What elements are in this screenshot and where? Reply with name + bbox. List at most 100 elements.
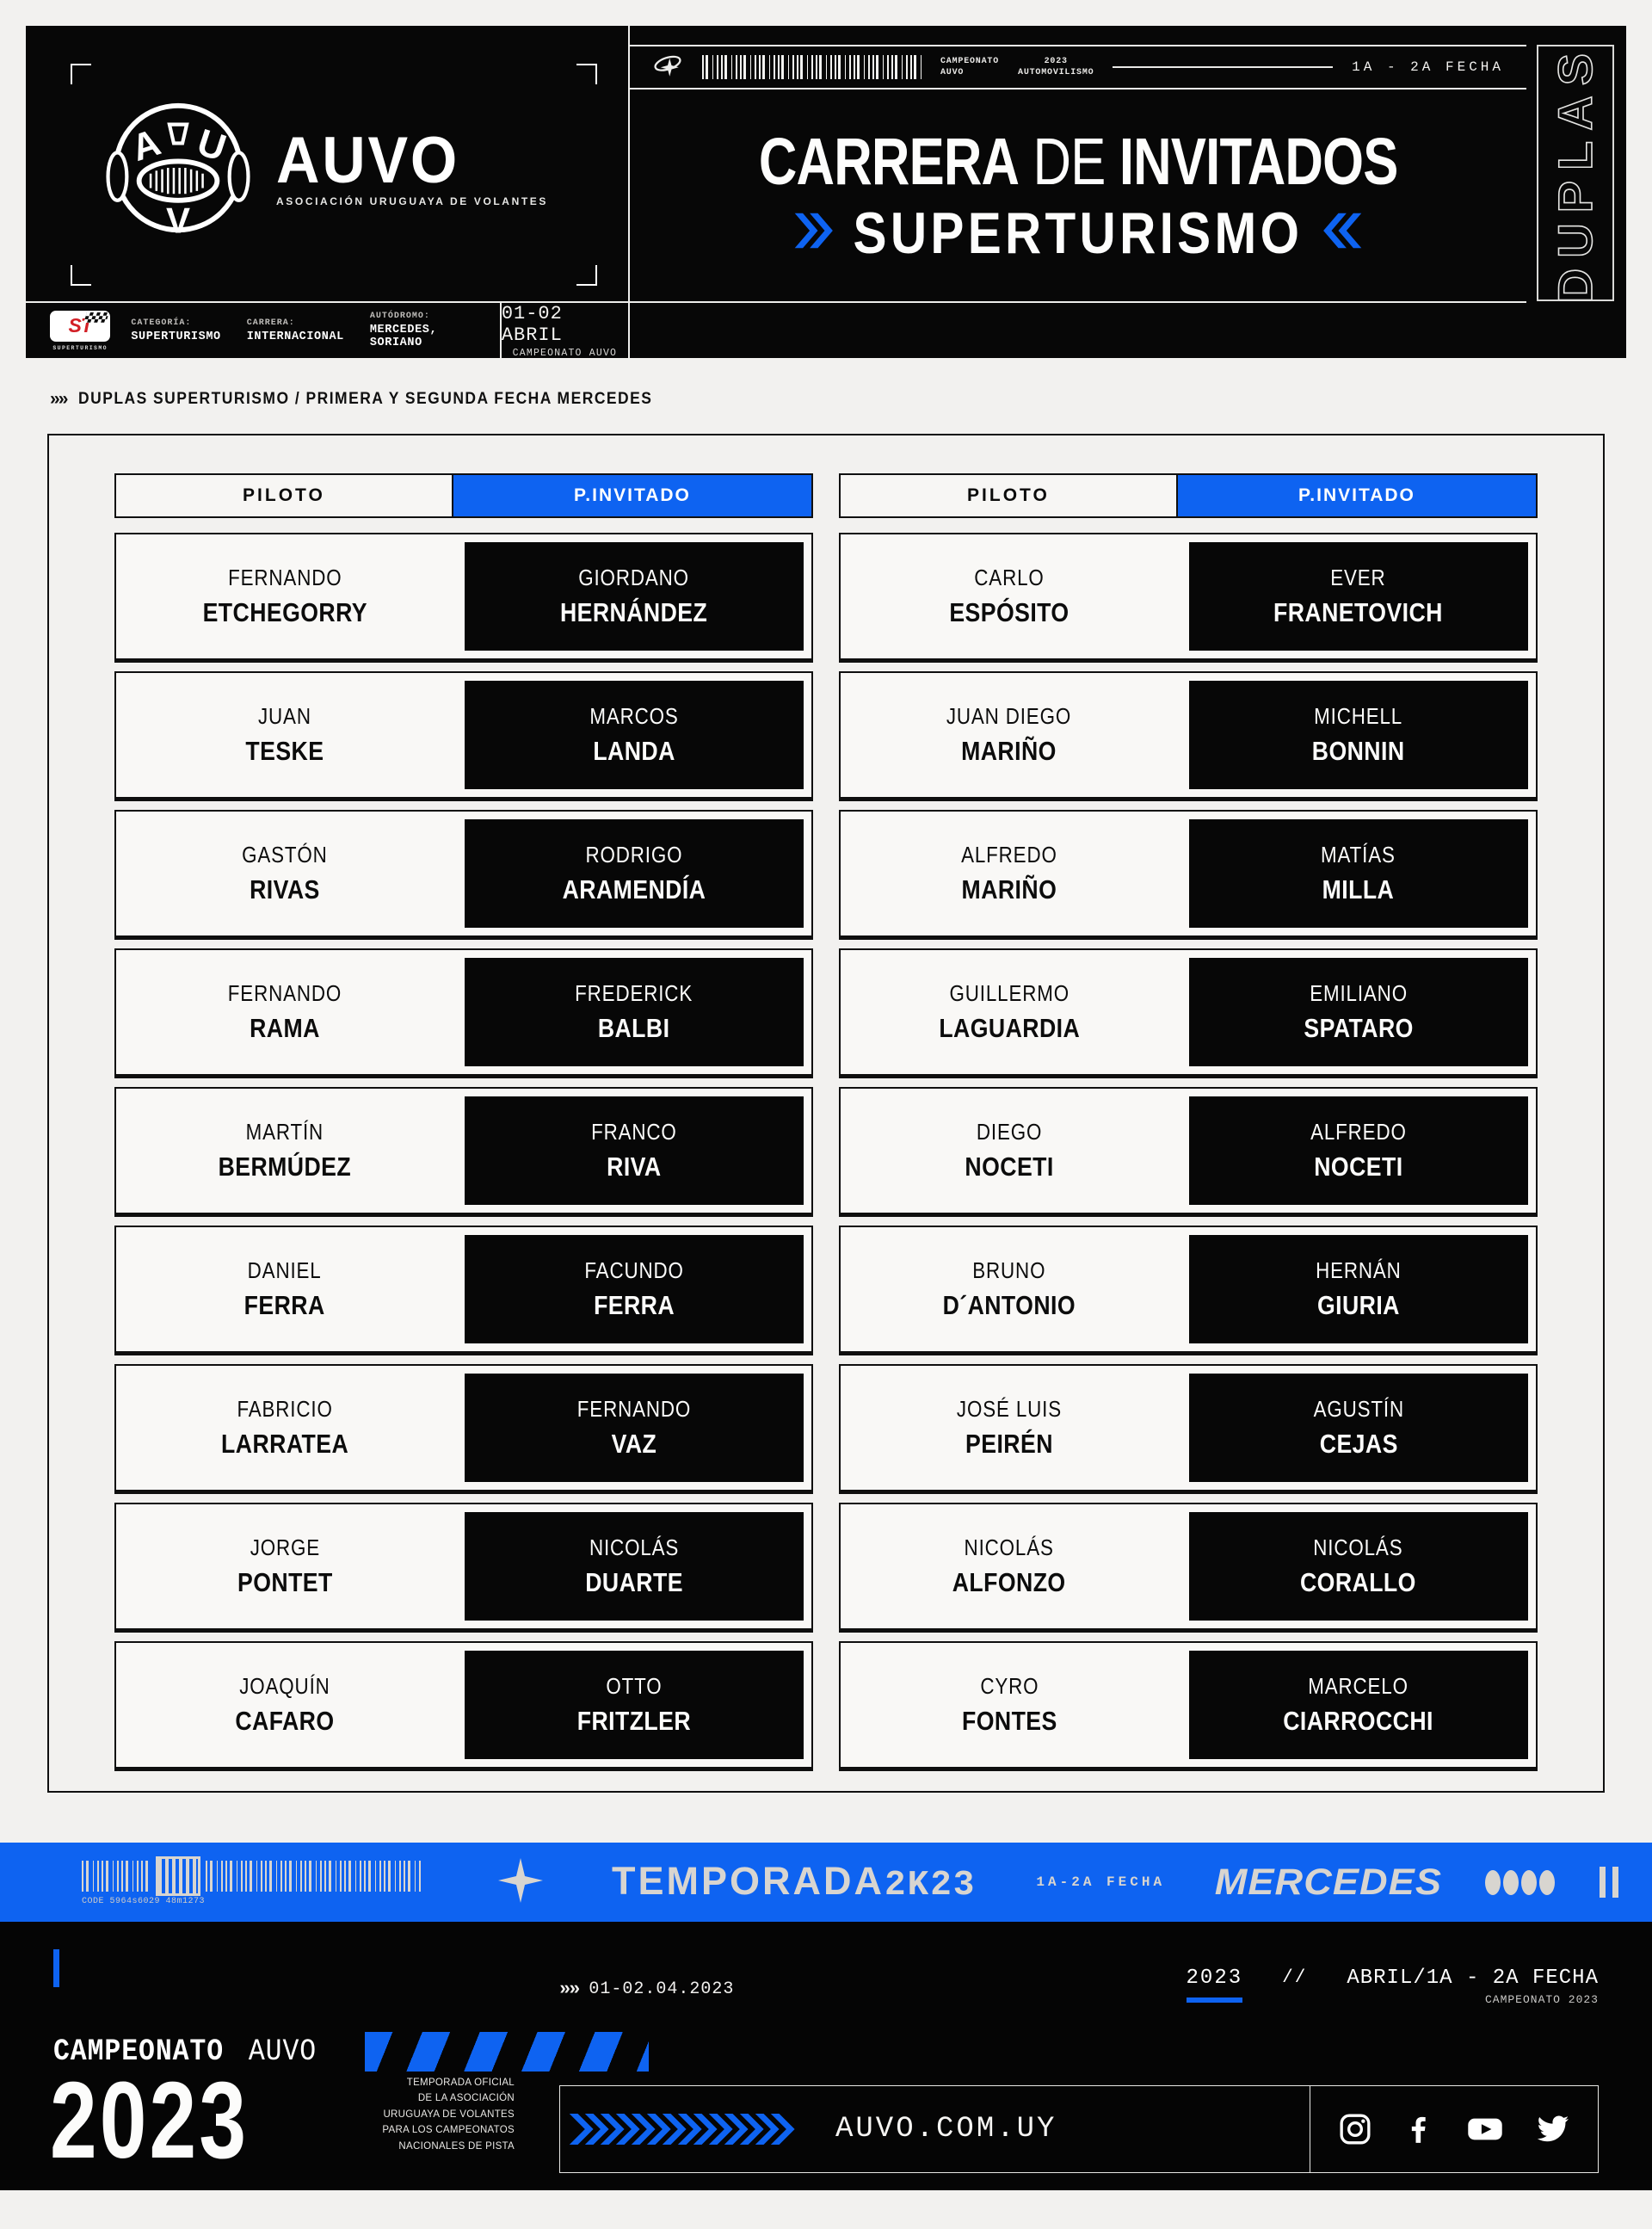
chevron-right-icon xyxy=(662,2113,702,2146)
guest-first-name: EVER xyxy=(1330,565,1387,590)
pilot-cell: FABRICIO LARRATEA xyxy=(116,1366,453,1490)
guest-last-name: RIVA xyxy=(607,1152,662,1182)
official-tagline: TEMPORADA OFICIAL DE LA ASOCIACIÓN URUGU… xyxy=(382,2078,515,2152)
topbar-campeonato: CAMPEONATO AUVO xyxy=(940,56,1000,78)
guest-cell: MARCOS LANDA xyxy=(464,681,804,789)
pilot-last-name: ETCHEGORRY xyxy=(202,597,367,627)
footer-fecha: ABRIL/1A - 2A FECHA xyxy=(1347,1967,1599,1990)
guest-first-name: MARCELO xyxy=(1308,1673,1409,1699)
pair-row: CARLO ESPÓSITO EVER FRANETOVICH xyxy=(839,533,1538,660)
guest-last-name: BALBI xyxy=(598,1013,670,1043)
guest-last-name: CIARROCCHI xyxy=(1283,1706,1434,1736)
pilot-first-name: GUILLERMO xyxy=(949,980,1069,1006)
crop-mark-icon xyxy=(71,265,91,286)
chevron-right-icon xyxy=(755,2113,795,2146)
guest-cell: FERNANDO VAZ xyxy=(464,1374,804,1482)
guest-first-name: NICOLÁS xyxy=(589,1534,679,1560)
youtube-icon[interactable] xyxy=(1465,2112,1505,2146)
column-header: PILOTO P.INVITADO xyxy=(114,473,813,518)
guest-last-name: NOCETI xyxy=(1314,1152,1403,1182)
divider-line xyxy=(1113,66,1334,68)
pair-row: GASTÓN RIVAS RODRIGO ARAMENDÍA xyxy=(114,810,813,937)
pilot-last-name: CAFARO xyxy=(235,1706,335,1736)
checkered-flag-icon xyxy=(83,312,110,323)
pilot-last-name: ALFONZO xyxy=(952,1567,1066,1597)
pilot-last-name: ESPÓSITO xyxy=(949,597,1069,627)
pilot-cell: JUAN TESKE xyxy=(116,673,453,797)
poster-footer: »» 01-02.04.2023 2023 // ABRIL/1A - 2A F… xyxy=(0,1922,1652,2190)
st-logo-caption: SUPERTURISMO xyxy=(52,344,108,351)
season-bar: CODE 5964s6029 48m1273 TEMPORADA 2K23 1A-… xyxy=(0,1843,1652,1922)
guest-cell: GIORDANO HERNÁNDEZ xyxy=(464,542,804,651)
guest-cell: EMILIANO SPATARO xyxy=(1188,958,1528,1066)
pilot-cell: MARTÍN BERMÚDEZ xyxy=(116,1089,453,1213)
breadcrumb: »» DUPLAS SUPERTURISMO / PRIMERA Y SEGUN… xyxy=(50,389,653,409)
guest-first-name: AGUSTÍN xyxy=(1313,1396,1404,1422)
facebook-icon[interactable] xyxy=(1402,2112,1436,2146)
qr-code-icon xyxy=(156,1855,200,1896)
guest-cell: FACUNDO FERRA xyxy=(464,1235,804,1343)
guest-last-name: LANDA xyxy=(593,736,675,766)
pair-row: JOSÉ LUIS PEIRÉN AGUSTÍN CEJAS xyxy=(839,1364,1538,1491)
pair-row: DANIEL FERRA FACUNDO FERRA xyxy=(114,1226,813,1353)
guest-last-name: FRANETOVICH xyxy=(1273,597,1444,627)
pilot-first-name: DIEGO xyxy=(976,1119,1043,1145)
ellipsis-dots-icon xyxy=(1484,1869,1555,1895)
website-link[interactable]: AUVO.COM.UY xyxy=(835,2113,1057,2146)
pilot-first-name: BRUNO xyxy=(972,1257,1046,1283)
barcode-block: CODE 5964s6029 48m1273 xyxy=(82,1855,421,1906)
pause-bars-icon xyxy=(1599,1867,1618,1898)
guest-last-name: GIURIA xyxy=(1316,1290,1400,1320)
venue-label: MERCEDES xyxy=(1214,1861,1443,1903)
instagram-icon[interactable] xyxy=(1338,2112,1372,2146)
barcode-icon xyxy=(206,1860,421,1892)
crop-mark-icon xyxy=(71,64,91,84)
meta-categoria: CATEGORÍA: SUPERTURISMO xyxy=(131,318,221,343)
pilot-last-name: PEIRÉN xyxy=(965,1429,1053,1459)
guest-cell: EVER FRANETOVICH xyxy=(1188,542,1528,651)
pilot-last-name: MARIÑO xyxy=(961,736,1057,766)
guest-last-name: DUARTE xyxy=(585,1567,683,1597)
guest-first-name: EMILIANO xyxy=(1309,980,1408,1006)
twitter-icon[interactable] xyxy=(1534,2112,1570,2146)
chevron-right-icon xyxy=(569,2113,609,2146)
pilot-last-name: MARIÑO xyxy=(961,874,1057,905)
guest-cell: FREDERICK BALBI xyxy=(464,958,804,1066)
guest-last-name: FERRA xyxy=(593,1290,675,1320)
double-chevron-left-icon xyxy=(1322,210,1364,256)
guest-first-name: FREDERICK xyxy=(575,980,693,1006)
guest-cell: NICOLÁS DUARTE xyxy=(464,1512,804,1621)
chevron-right-icon xyxy=(600,2113,640,2146)
guest-first-name: MARCOS xyxy=(589,703,679,729)
guest-last-name: BONNIN xyxy=(1311,736,1405,766)
pilot-first-name: CYRO xyxy=(979,1673,1039,1699)
guest-first-name: MICHELL xyxy=(1314,703,1403,729)
guest-cell: NICOLÁS CORALLO xyxy=(1188,1512,1528,1621)
brand-subtitle: ASOCIACIÓN URUGUAYA DE VOLANTES xyxy=(276,195,548,208)
pairs-column-right: PILOTO P.INVITADO CARLO ESPÓSITO EVER FR… xyxy=(839,473,1538,1769)
chevron-right-icon xyxy=(631,2113,671,2146)
guest-last-name: SPATARO xyxy=(1304,1013,1414,1043)
svg-text:A: A xyxy=(126,120,165,169)
chevron-strip-icon xyxy=(567,2107,795,2152)
guest-cell: MICHELL BONNIN xyxy=(1188,681,1528,789)
poster-title: CARRERA DE INVITADOS xyxy=(758,124,1398,199)
pilot-last-name: RAMA xyxy=(250,1013,320,1043)
guest-cell: MATÍAS MILLA xyxy=(1188,819,1528,928)
pair-row: GUILLERMO LAGUARDIA EMILIANO SPATARO xyxy=(839,948,1538,1076)
footer-dateline: »» 01-02.04.2023 xyxy=(559,1979,735,2000)
header-bottom-spacer xyxy=(630,301,1526,358)
pilot-first-name: JUAN DIEGO xyxy=(946,703,1072,729)
header-invitado: P.INVITADO xyxy=(1177,475,1536,516)
footer-right-meta: 2023 // ABRIL/1A - 2A FECHA CAMPEONATO 2… xyxy=(1186,1967,1599,2006)
guest-cell: RODRIGO ARAMENDÍA xyxy=(464,819,804,928)
pilot-first-name: MARTÍN xyxy=(245,1119,324,1145)
guest-cell: OTTO FRITZLER xyxy=(464,1651,804,1759)
pilot-first-name: CARLO xyxy=(974,565,1045,590)
topbar-year-series: 2023 AUTOMOVILISMO xyxy=(1018,56,1094,78)
pair-row: FABRICIO LARRATEA FERNANDO VAZ xyxy=(114,1364,813,1491)
chevrons-icon: »» xyxy=(559,1979,580,2000)
poster-subtitle: SUPERTURISMO xyxy=(792,204,1364,262)
guest-first-name: FERNANDO xyxy=(576,1396,692,1422)
pair-row: MARTÍN BERMÚDEZ FRANCO RIVA xyxy=(114,1087,813,1214)
